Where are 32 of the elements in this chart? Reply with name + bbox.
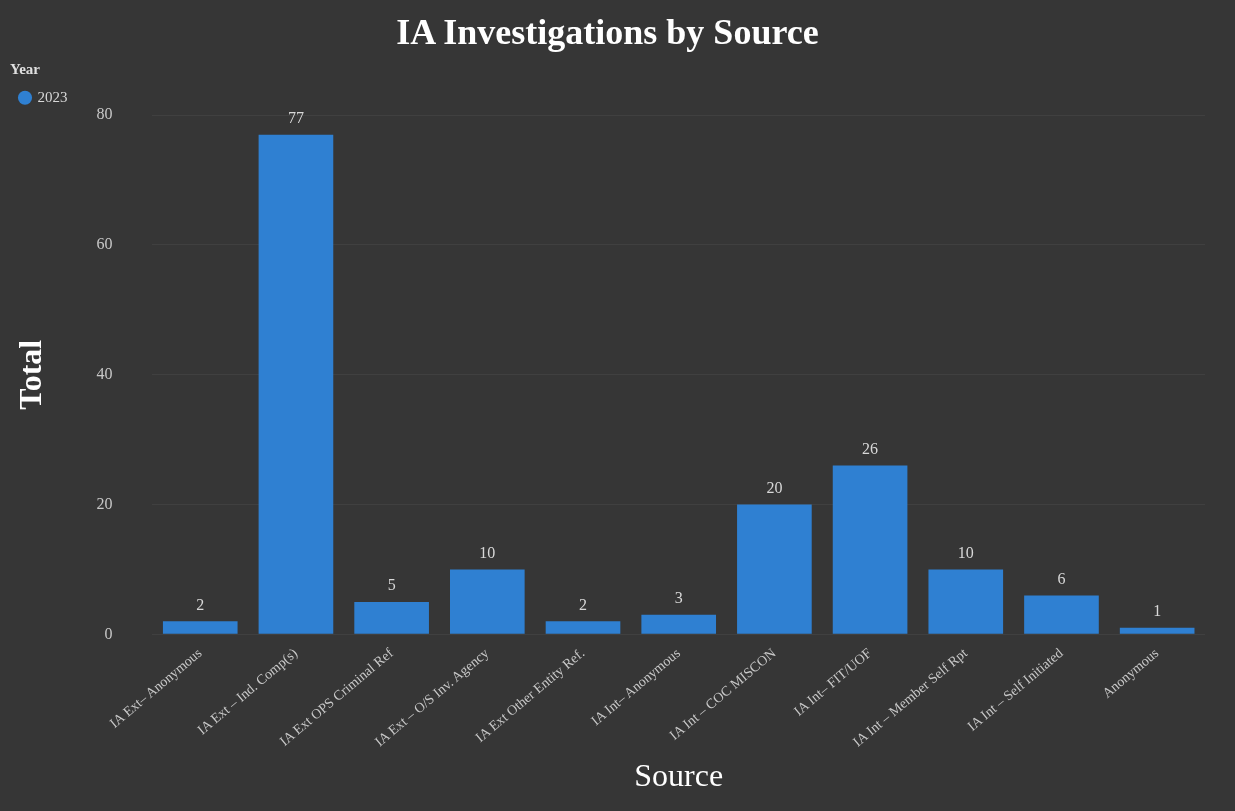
bar <box>354 601 429 634</box>
data-label: 2 <box>196 595 205 613</box>
chart-title: IA Investigations by Source <box>396 11 819 52</box>
bar <box>737 504 812 634</box>
y-tick-label: 20 <box>96 494 113 512</box>
data-label: 10 <box>957 543 974 561</box>
data-label: 26 <box>862 439 879 457</box>
bar <box>928 569 1004 634</box>
bar <box>162 621 238 634</box>
data-label: 10 <box>479 543 496 561</box>
legend-label: 2023 <box>37 88 68 105</box>
bar <box>258 134 334 634</box>
data-label: 3 <box>674 589 683 607</box>
bar <box>545 621 621 634</box>
y-tick-label: 60 <box>96 235 113 253</box>
bar <box>832 465 908 634</box>
y-tick-label: 40 <box>96 364 113 382</box>
x-axis-title: Source <box>634 757 724 794</box>
y-tick-label: 80 <box>96 105 113 123</box>
y-tick-label: 0 <box>104 624 113 642</box>
legend-title: Year <box>10 60 41 77</box>
data-label: 5 <box>387 576 396 594</box>
data-label: 1 <box>1153 602 1162 620</box>
bar <box>1119 627 1195 634</box>
bar <box>450 569 525 634</box>
bar <box>641 614 717 634</box>
y-axis-title: Total <box>12 339 49 410</box>
data-label: 2 <box>579 595 588 613</box>
data-label: 77 <box>287 108 304 126</box>
data-label: 6 <box>1057 569 1066 587</box>
data-label: 20 <box>766 478 783 496</box>
bar <box>1024 595 1099 634</box>
